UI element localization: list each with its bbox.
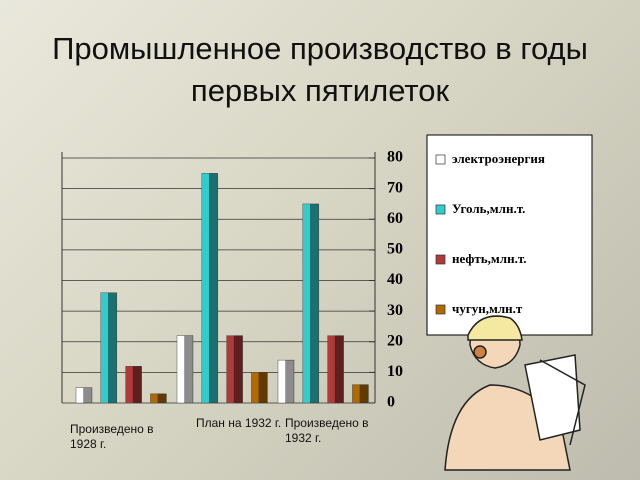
bar — [100, 292, 118, 404]
legend-label: электроэнергия — [452, 151, 545, 166]
bar-side — [258, 372, 268, 403]
bar — [327, 335, 344, 404]
bar-side — [108, 292, 117, 403]
bar-side — [157, 393, 167, 403]
bar-side — [132, 366, 142, 403]
bar-side — [233, 335, 243, 403]
legend-label: нефть,млн.т. — [452, 251, 526, 266]
y-tick-label: 70 — [387, 179, 403, 196]
legend-box — [426, 134, 593, 336]
bar-side — [83, 387, 92, 403]
bar — [251, 372, 268, 404]
legend-swatch — [435, 154, 446, 165]
y-tick-label: 40 — [387, 271, 403, 288]
chart-title: Промышленное производство в годы первых … — [52, 31, 588, 108]
bar — [125, 366, 142, 404]
bar — [277, 359, 295, 404]
clipart-figure — [444, 315, 586, 471]
bar — [226, 335, 243, 404]
legend-label: чугун,млн.т — [452, 301, 523, 316]
y-tick-label: 20 — [387, 332, 403, 349]
y-tick-label: 30 — [387, 302, 403, 319]
y-tick-label: 60 — [387, 210, 403, 227]
bar — [176, 335, 194, 404]
bar-side — [184, 335, 193, 403]
legend-swatch — [435, 254, 446, 265]
y-tick-label: 80 — [387, 149, 403, 166]
bar — [75, 387, 93, 404]
y-tick-label: 10 — [387, 363, 403, 380]
bar-side — [359, 384, 369, 403]
bar-side — [334, 335, 344, 403]
x-tick-label: План на 1932 г. — [196, 416, 282, 430]
x-tick-label: Произведено в 1928 г. — [70, 422, 154, 451]
y-tick-label: 0 — [387, 394, 395, 411]
legend-swatch — [435, 204, 446, 215]
y-tick-label: 50 — [387, 241, 403, 258]
bar — [352, 384, 369, 404]
bar-side — [310, 203, 319, 403]
bar — [201, 173, 219, 404]
bar — [150, 393, 167, 404]
bar-side — [209, 173, 218, 403]
bar-side — [285, 360, 294, 403]
x-tick-label: Произведено в 1932 г. — [285, 416, 369, 445]
bar — [302, 203, 320, 404]
legend-label: Уголь,млн.т. — [452, 201, 525, 216]
legend-swatch — [435, 304, 446, 315]
